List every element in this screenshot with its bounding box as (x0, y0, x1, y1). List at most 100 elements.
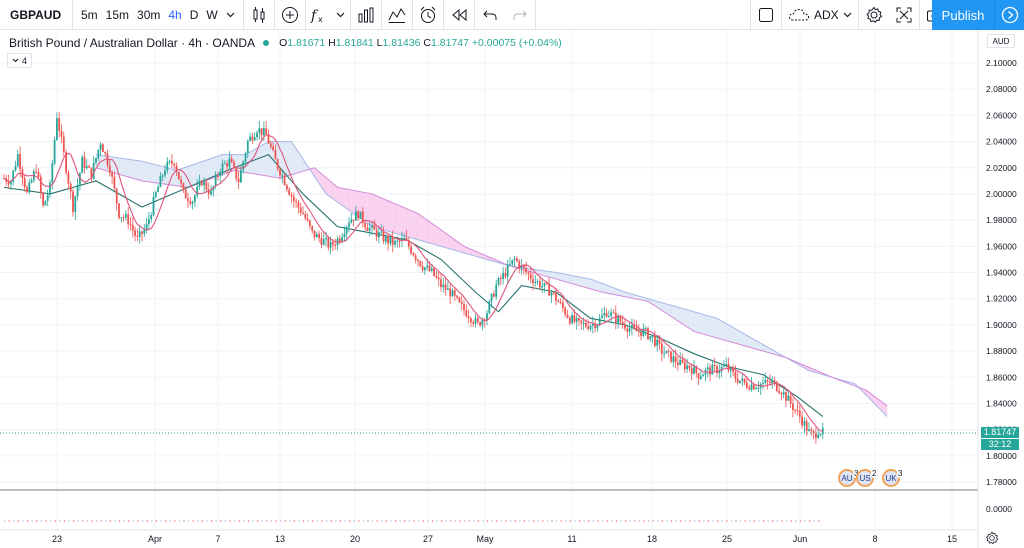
interval-15m[interactable]: 15m (105, 7, 130, 22)
replay-icon[interactable] (444, 0, 474, 30)
ichimoku-cloud-segment (151, 163, 154, 183)
ichimoku-cloud-segment (882, 402, 885, 415)
ichimoku-cloud-segment (712, 317, 715, 338)
candle-body (256, 132, 258, 137)
gear-icon[interactable] (982, 530, 1002, 546)
interval-w[interactable]: W (206, 7, 218, 22)
candle-body (253, 136, 256, 141)
candle-body (667, 350, 670, 352)
candle-body (39, 176, 42, 193)
layout-square-icon[interactable] (751, 0, 781, 30)
candle-body (194, 195, 196, 203)
indicator-bar (473, 520, 475, 522)
ichimoku-cloud-segment (714, 317, 717, 338)
ichimoku-cloud-segment (661, 302, 665, 312)
candle-body (559, 302, 562, 304)
svg-text:f: f (310, 8, 319, 24)
candle-body (695, 366, 698, 374)
candle-body (244, 153, 247, 162)
financials-icon[interactable] (351, 0, 381, 30)
candle-body (329, 242, 332, 248)
ichimoku-cloud-segment (296, 148, 299, 174)
candle-body (387, 236, 389, 244)
currency-badge[interactable]: AUD (987, 34, 1015, 48)
ichimoku-cloud-segment (746, 335, 750, 348)
candle-body (449, 288, 452, 297)
indicator-bar (790, 520, 792, 522)
candle-body (642, 328, 645, 336)
candle-body (198, 181, 201, 187)
interval-4h[interactable]: 4h (168, 7, 182, 22)
candle-body (283, 175, 286, 186)
gear-icon[interactable] (859, 0, 889, 30)
time-tick-label: 23 (52, 534, 62, 544)
interval-5m[interactable]: 5m (81, 7, 98, 22)
candle-body (773, 380, 776, 382)
event-marker-us[interactable]: US 2 (856, 468, 878, 487)
candle-body (401, 238, 403, 242)
candle-body (382, 231, 385, 242)
candle-body (504, 273, 507, 277)
ichimoku-cloud-segment (119, 157, 122, 175)
candle-body (30, 180, 33, 183)
redo-icon[interactable] (505, 0, 535, 30)
ichimoku-cloud-segment (588, 278, 591, 289)
ichimoku-cloud-segment (590, 279, 593, 290)
save-cloud-button[interactable]: ADX (782, 0, 858, 30)
indicator-bar (307, 520, 309, 522)
interval-d[interactable]: D (189, 7, 199, 22)
play-circle-icon[interactable] (994, 0, 1024, 30)
ichimoku-cloud-segment (155, 164, 159, 184)
cloud-icon (788, 8, 810, 21)
event-marker-uk[interactable]: UK 3 (882, 468, 904, 487)
candle-body (42, 192, 44, 206)
ichimoku-cloud-segment (148, 163, 152, 183)
candle-body (803, 421, 806, 426)
candle-body (120, 217, 123, 219)
candle-body (90, 167, 93, 179)
candle-body (313, 230, 316, 238)
ichimoku-cloud-segment (284, 141, 287, 177)
candle-body (276, 159, 279, 169)
chevron-down-icon[interactable] (222, 0, 239, 30)
compare-plus-icon[interactable] (275, 0, 305, 30)
interval-30m[interactable]: 30m (137, 7, 161, 22)
ichimoku-cloud-segment (551, 271, 554, 279)
candle-body (76, 184, 79, 197)
candle-body (320, 238, 323, 245)
ichimoku-cloud-segment (190, 164, 193, 187)
candle-body (37, 172, 40, 177)
fullscreen-icon[interactable] (889, 0, 919, 30)
candle-body (265, 128, 268, 135)
ichimoku-cloud-segment (323, 175, 326, 194)
indicator-bar (54, 520, 56, 522)
candle-body (677, 362, 679, 366)
price-tick-label: 1.78000 (986, 477, 1017, 487)
ichimoku-cloud-segment (415, 212, 418, 240)
ichimoku-cloud-segment (390, 201, 393, 233)
templates-icon[interactable] (382, 0, 412, 30)
ichimoku-cloud-segment (197, 162, 200, 184)
indicator-bar (675, 520, 677, 522)
indicator-bar (367, 520, 369, 522)
indicator-bar (100, 520, 102, 522)
publish-button[interactable]: Publish (932, 0, 994, 30)
indicator-bar (648, 520, 650, 522)
ichimoku-cloud-segment (659, 301, 662, 311)
indicator-bar (551, 520, 553, 522)
undo-icon[interactable] (475, 0, 505, 30)
alert-clock-icon[interactable] (413, 0, 443, 30)
chart-canvas[interactable]: 2.10000 2.08000 2.06000 2.04000 2.02000 2.000… (0, 30, 1024, 548)
studies-toggle[interactable]: 4 (7, 53, 33, 68)
candle-body (173, 163, 176, 166)
ichimoku-cloud-segment (443, 231, 446, 248)
indicator-bar (657, 520, 659, 522)
candle-body (769, 381, 771, 384)
interval-group: 5m 15m 30m 4h D W (73, 0, 243, 30)
symbol-search[interactable]: GBPAUD (10, 7, 62, 22)
candle-body (203, 181, 205, 186)
ichimoku-cloud-segment (581, 277, 584, 287)
candles-style-icon[interactable] (244, 0, 274, 30)
candle-body (626, 328, 629, 332)
